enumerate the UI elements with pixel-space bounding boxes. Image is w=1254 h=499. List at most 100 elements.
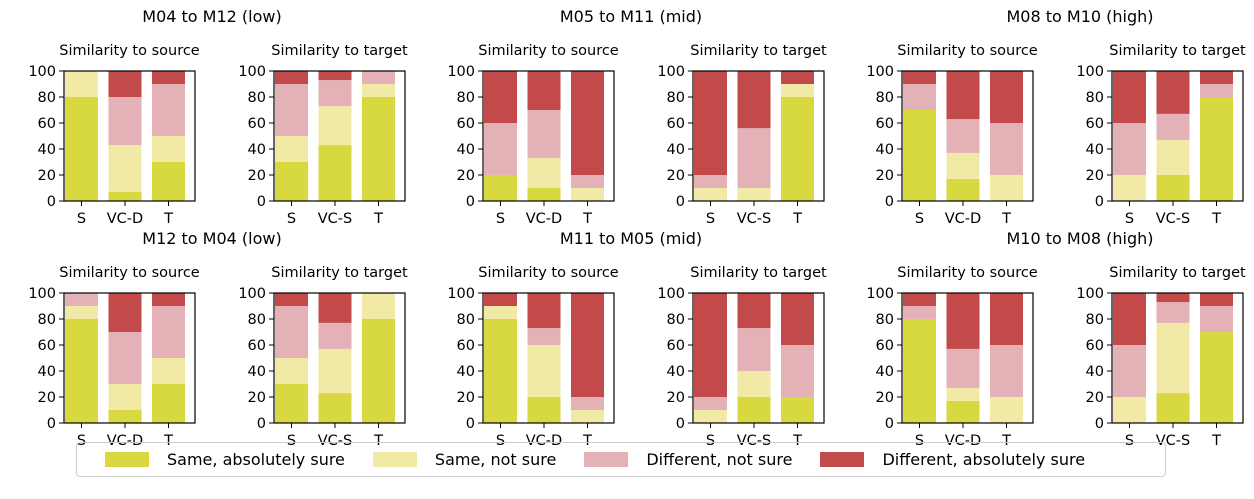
panel-subtitle: Similarity to source — [478, 43, 619, 59]
x-tick-label: S — [496, 433, 505, 449]
bar-segment — [781, 293, 814, 345]
bar-segment — [108, 332, 142, 384]
panel-subtitle: Similarity to source — [897, 43, 1038, 59]
bar-segment — [484, 71, 517, 123]
y-tick-label: 40 — [457, 142, 475, 158]
chart-title: M11 to M05 (mid) — [560, 229, 702, 248]
y-tick-label: 60 — [248, 116, 266, 132]
y-tick-label: 20 — [248, 168, 266, 184]
x-tick-label: T — [163, 433, 173, 449]
bar-segment — [990, 175, 1023, 201]
x-tick-label: VC-S — [737, 433, 771, 449]
bar-segment — [152, 71, 185, 84]
bar-segment — [527, 328, 561, 345]
bar-segment — [362, 71, 395, 84]
y-tick-label: 60 — [667, 338, 685, 354]
y-tick-label: 80 — [876, 90, 894, 106]
x-tick-label: S — [706, 433, 715, 449]
y-tick-label: 0 — [466, 416, 475, 432]
y-tick-label: 0 — [676, 416, 685, 432]
bar-segment — [737, 188, 771, 201]
y-tick-label: 100 — [1076, 286, 1104, 302]
bar-segment — [946, 152, 980, 179]
bar-segment — [737, 328, 771, 371]
bar-segment — [1156, 139, 1190, 175]
x-tick-label: VC-D — [107, 433, 143, 449]
bar-segment — [484, 306, 517, 319]
bar-segment — [694, 293, 727, 397]
bar-segment — [318, 80, 352, 107]
y-tick-label: 40 — [248, 142, 266, 158]
bar-segment — [781, 345, 814, 397]
bar-segment — [484, 175, 517, 201]
x-tick-label: T — [373, 433, 383, 449]
bar-segment — [275, 136, 308, 162]
bar-segment — [1156, 322, 1190, 394]
bar-segment — [1113, 293, 1146, 345]
bar-segment — [108, 384, 142, 410]
y-tick-label: 60 — [667, 116, 685, 132]
legend-swatch — [105, 452, 149, 467]
x-tick-label: S — [915, 211, 924, 227]
y-tick-label: 100 — [447, 286, 475, 302]
bar-segment — [946, 119, 980, 153]
panel-subtitle: Similarity to target — [271, 265, 408, 281]
y-tick-label: 0 — [1095, 194, 1104, 210]
y-tick-label: 60 — [1086, 338, 1104, 354]
plot-frame — [901, 292, 1034, 424]
y-tick-label: 40 — [38, 364, 56, 380]
plot-frame — [63, 292, 196, 424]
bar-segment — [1200, 332, 1233, 423]
bar-segment — [1200, 71, 1233, 84]
bar-segment — [1156, 175, 1190, 201]
bar-segment — [152, 358, 185, 384]
bar-segment — [1113, 175, 1146, 201]
bar-segment — [152, 162, 185, 201]
y-tick-label: 60 — [38, 338, 56, 354]
bar-segment — [275, 162, 308, 201]
bar-segment — [946, 178, 980, 201]
bar-segment — [571, 175, 604, 188]
bar-segment — [694, 71, 727, 175]
y-tick-label: 20 — [667, 168, 685, 184]
y-tick-label: 0 — [466, 194, 475, 210]
bar-segment — [903, 319, 936, 423]
legend-swatch — [584, 452, 629, 467]
bar-segment — [362, 293, 395, 319]
panel-subtitle: Similarity to target — [1109, 43, 1246, 59]
bar-segment — [1156, 302, 1190, 323]
x-tick-label: S — [915, 433, 924, 449]
y-tick-label: 60 — [1086, 116, 1104, 132]
bar-segment — [527, 397, 561, 423]
y-tick-label: 40 — [876, 142, 894, 158]
legend-swatch — [372, 452, 417, 467]
bar-segment — [275, 293, 308, 306]
bar-segment — [318, 293, 352, 323]
y-tick-label: 60 — [457, 338, 475, 354]
y-tick-label: 20 — [457, 390, 475, 406]
y-tick-label: 60 — [876, 338, 894, 354]
legend-label: Different, absolutely sure — [882, 450, 1086, 469]
bar-segment — [903, 306, 936, 319]
chart-title: M08 to M10 (high) — [1006, 7, 1153, 26]
legend: Same, absolutely sure Same, not sure Dif… — [76, 442, 1166, 477]
legend-item: Same, absolutely sure — [77, 443, 345, 476]
bar-segment — [781, 97, 814, 201]
x-tick-label: VC-D — [945, 433, 981, 449]
bar-segment — [484, 293, 517, 306]
y-tick-label: 40 — [667, 364, 685, 380]
x-tick-label: T — [792, 211, 802, 227]
y-tick-label: 20 — [876, 168, 894, 184]
bar-segment — [527, 293, 561, 329]
bar-segment — [990, 293, 1023, 345]
bar-segment — [1156, 71, 1190, 114]
bar-segment — [527, 71, 561, 110]
bar-segment — [990, 71, 1023, 123]
bar-segment — [318, 348, 352, 394]
bar-segment — [1113, 123, 1146, 175]
plot-frame — [692, 292, 825, 424]
chart-group: M10 to M08 (high) Similarity to source S VC… — [866, 229, 1246, 449]
y-tick-label: 100 — [657, 286, 685, 302]
y-tick-label: 20 — [667, 390, 685, 406]
bar-segment — [318, 71, 352, 81]
